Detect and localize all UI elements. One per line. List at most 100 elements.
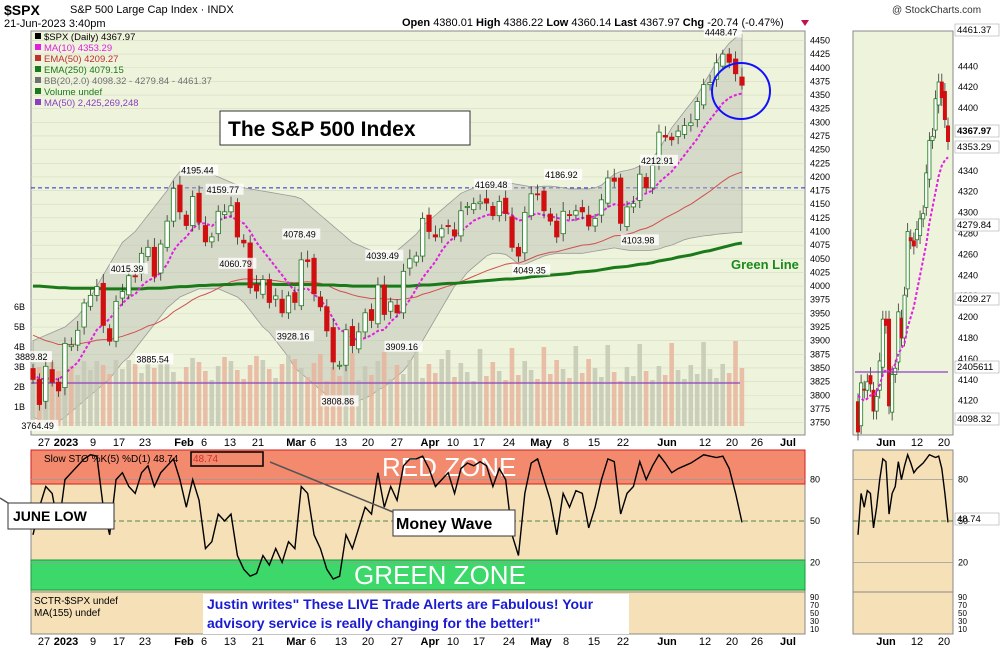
candle-body [324,306,330,332]
side-candle-body [924,172,929,208]
sctr-tick-label: 90 [810,593,819,602]
x-tick-label-bottom: Mar [286,636,306,648]
candle-body [707,82,713,86]
volume-bar [643,371,649,426]
side-y-tick-label: 4300 [958,208,978,218]
x-tick-label: 12 [699,437,711,449]
candle-body [471,203,477,211]
volume-bar [318,354,323,426]
x-tick-label-bottom: 27 [391,636,403,648]
volume-bar [656,366,662,426]
volume-bar [311,363,317,426]
candle-body [253,284,260,292]
candle-body [87,294,94,307]
candle-body [170,187,177,222]
sctr-tick-label: 30 [810,617,819,626]
side-candle-body [902,294,907,339]
sto-legend: Slow STO %K(5) %D(1) 48.74 [44,454,179,465]
price-label: 4039.49 [366,251,399,261]
x-tick-label-bottom: Jun [657,636,677,648]
volume-bar [624,367,630,426]
candle-body [503,197,509,214]
price-label: 3885.54 [136,354,169,364]
green-line-label: Green Line [731,257,799,272]
price-label-bg [275,330,314,342]
sctr-tick-label: 10 [810,625,819,634]
side-label: 4098.32 [957,414,991,425]
candle-body [515,246,522,257]
volume-bar [113,360,119,426]
x-tick-label-bottom: Jul [780,636,796,648]
x-tick-label: 17 [473,437,485,449]
volume-bar [298,368,304,426]
volume-bar [132,364,138,426]
volume-bar [528,370,534,426]
x-tick-label: May [530,437,552,449]
price-label: 3764.49 [21,421,54,431]
volume-bar [279,364,285,426]
volume-bar [554,360,559,426]
volume-bar [94,361,100,426]
volume-bar [579,373,585,426]
testimonial-box [203,594,629,634]
volume-bar [688,365,694,426]
price-label-bg [109,262,148,274]
candle-body [75,329,81,346]
candle-body [592,217,598,227]
side-label-box [954,512,1000,526]
y-tick-label: 4400 [810,63,830,73]
volume-bar [120,369,125,426]
volume-bar [100,365,106,426]
candle-body [36,379,42,405]
side-value-labels: 4461.37 4367.97 4353.29 4279.84 4209.27 24056… [954,23,1000,526]
x-tick-label: 21 [252,437,264,449]
volume-bar [662,375,668,426]
candle-body [560,210,566,235]
testimonial-text: Justin writes" These LIVE Trade Alerts a… [207,596,597,631]
volume-bar [164,363,170,426]
sto-value-box [190,451,264,467]
candle-body [496,201,502,217]
price-label: 4448.47 [705,28,738,38]
legend-swatch [35,99,41,105]
side-candle-body [918,218,923,236]
side-candle-body [946,125,951,142]
side-candle-body [930,135,935,141]
volume-bar [567,378,572,426]
side-candle-body [865,381,870,391]
candle-body [43,365,49,402]
price-label: 4159.77 [207,185,240,195]
volume-bar [266,369,272,426]
volume-bar [516,375,521,426]
volume-bar [631,376,636,426]
volume-bar [452,377,457,426]
volume-bar [228,361,234,426]
title-box [219,110,471,146]
volume-bar [247,365,253,426]
x-tick-label: Jun [657,437,677,449]
candle-body [215,210,221,235]
side-y-tick-label: 4180 [958,333,978,343]
price-label: 4060.79 [219,259,252,269]
side-sto-panel [852,449,954,635]
x-tick-label: 13 [224,437,236,449]
volume-bars [30,341,745,426]
y-tick-label: 4150 [810,199,830,209]
price-label: 4049.35 [513,265,546,275]
side-y-tick-label: 4440 [958,61,978,71]
price-label: 4078.49 [283,230,316,240]
candle-body [522,211,528,254]
candle-body [343,329,349,366]
price-axis: 3750 3775 3800 3825 3850 3875 3900 3925 3950 3975… [810,35,830,427]
y-tick-label: 4425 [810,49,830,59]
candle-body [68,344,74,348]
green-zone [30,559,806,591]
side-label-box [954,292,1000,306]
volume-tick-label: 2B [14,382,25,392]
date-axis-bottom: 27 2023 9 17 23 Feb 6 13 21 Mar 6 13 20 27 Apr 10 17 24 Ma… [38,636,950,648]
side-y-tick-label: 4340 [958,166,978,176]
x-tick-label-bottom: 2023 [54,636,78,648]
candle-body [394,304,400,314]
y-tick-label: 3875 [810,349,830,359]
